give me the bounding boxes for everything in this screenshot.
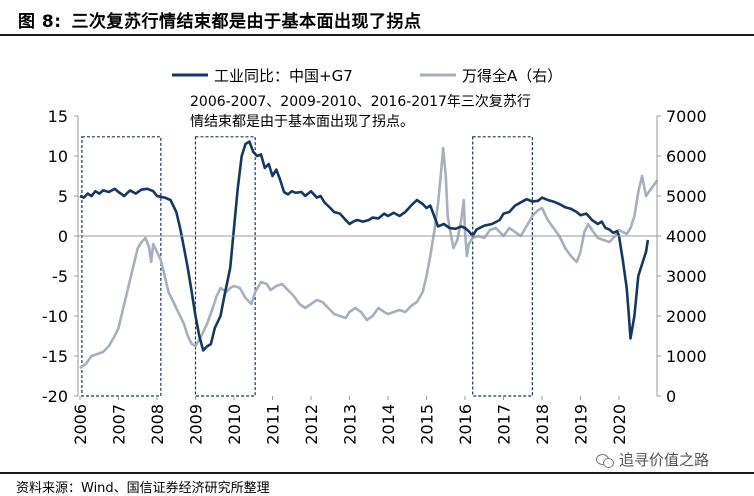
x-tick-label: 2015 <box>418 404 437 445</box>
highlight-period-box <box>81 136 162 397</box>
x-tick-label: 2012 <box>302 404 321 445</box>
y-left-tick-label: 15 <box>48 107 68 126</box>
y-left-tick-label: -15 <box>42 347 68 366</box>
x-tick-label: 2006 <box>71 404 90 445</box>
figure-label: 图 8: <box>18 12 62 32</box>
x-tick-label: 2014 <box>379 404 398 445</box>
x-tick-label: 2011 <box>264 404 283 445</box>
source-note: 资料来源：Wind、国信证券经济研究所整理 <box>16 481 270 496</box>
y-left-tick-label: -10 <box>42 307 68 326</box>
y-left-tick-label: -20 <box>42 387 68 406</box>
x-tick-label: 2007 <box>110 404 129 445</box>
figure-title-bar: 图 8: 三次复苏行情结束都是由于基本面出现了拐点 <box>0 0 754 36</box>
y-left-tick-label: -5 <box>52 267 68 286</box>
y-right-tick-label: 7000 <box>666 107 707 126</box>
y-right-tick-label: 5000 <box>666 187 707 206</box>
y-right-tick-label: 0 <box>666 387 676 406</box>
y-left-tick-label: 0 <box>58 227 68 246</box>
series-line-wind-a <box>79 146 659 370</box>
y-right-tick-label: 1000 <box>666 347 707 366</box>
x-tick-label: 2009 <box>187 404 206 445</box>
y-left-tick-label: 10 <box>48 147 68 166</box>
y-right-tick-label: 2000 <box>666 307 707 326</box>
x-tick-label: 2019 <box>572 404 591 445</box>
watermark-text: 追寻价值之路 <box>619 451 710 469</box>
x-tick-label: 2016 <box>456 404 475 445</box>
x-tick-label: 2010 <box>225 404 244 445</box>
x-tick-label: 2018 <box>533 404 552 445</box>
y-right-tick-label: 6000 <box>666 147 707 166</box>
watermark: 追寻价值之路 <box>596 449 709 470</box>
figure-title-text: 三次复苏行情结束都是由于基本面出现了拐点 <box>71 12 422 32</box>
x-tick-label: 2008 <box>148 404 167 445</box>
highlight-period-box <box>472 136 533 397</box>
series-line-industrial <box>79 140 650 352</box>
y-right-tick-label: 3000 <box>666 267 707 286</box>
legend-label-industrial: 工业同比：中国+G7 <box>214 67 353 85</box>
highlight-period-box <box>194 136 256 397</box>
annotation-line-2: 情结束都是由于基本面出现了拐点。 <box>190 113 414 130</box>
x-tick-label: 2013 <box>341 404 360 445</box>
annotation-line-1: 2006-2007、2009-2010、2016-2017年三次复苏行 <box>190 93 531 110</box>
legend-label-wind-a: 万得全A（右） <box>462 67 562 85</box>
line-chart: 工业同比：中国+G7 万得全A（右） 2006-2007、2009-2010、2… <box>42 67 707 445</box>
chart-legend: 工业同比：中国+G7 万得全A（右） <box>172 67 562 85</box>
x-tick-label: 2020 <box>610 404 629 445</box>
figure-title: 图 8: 三次复苏行情结束都是由于基本面出现了拐点 <box>18 7 432 32</box>
footer-divider <box>0 472 754 474</box>
wechat-icon <box>596 453 614 468</box>
y-left-tick-label: 5 <box>58 187 68 206</box>
x-tick-label: 2017 <box>495 404 514 445</box>
y-right-tick-label: 4000 <box>666 227 707 246</box>
